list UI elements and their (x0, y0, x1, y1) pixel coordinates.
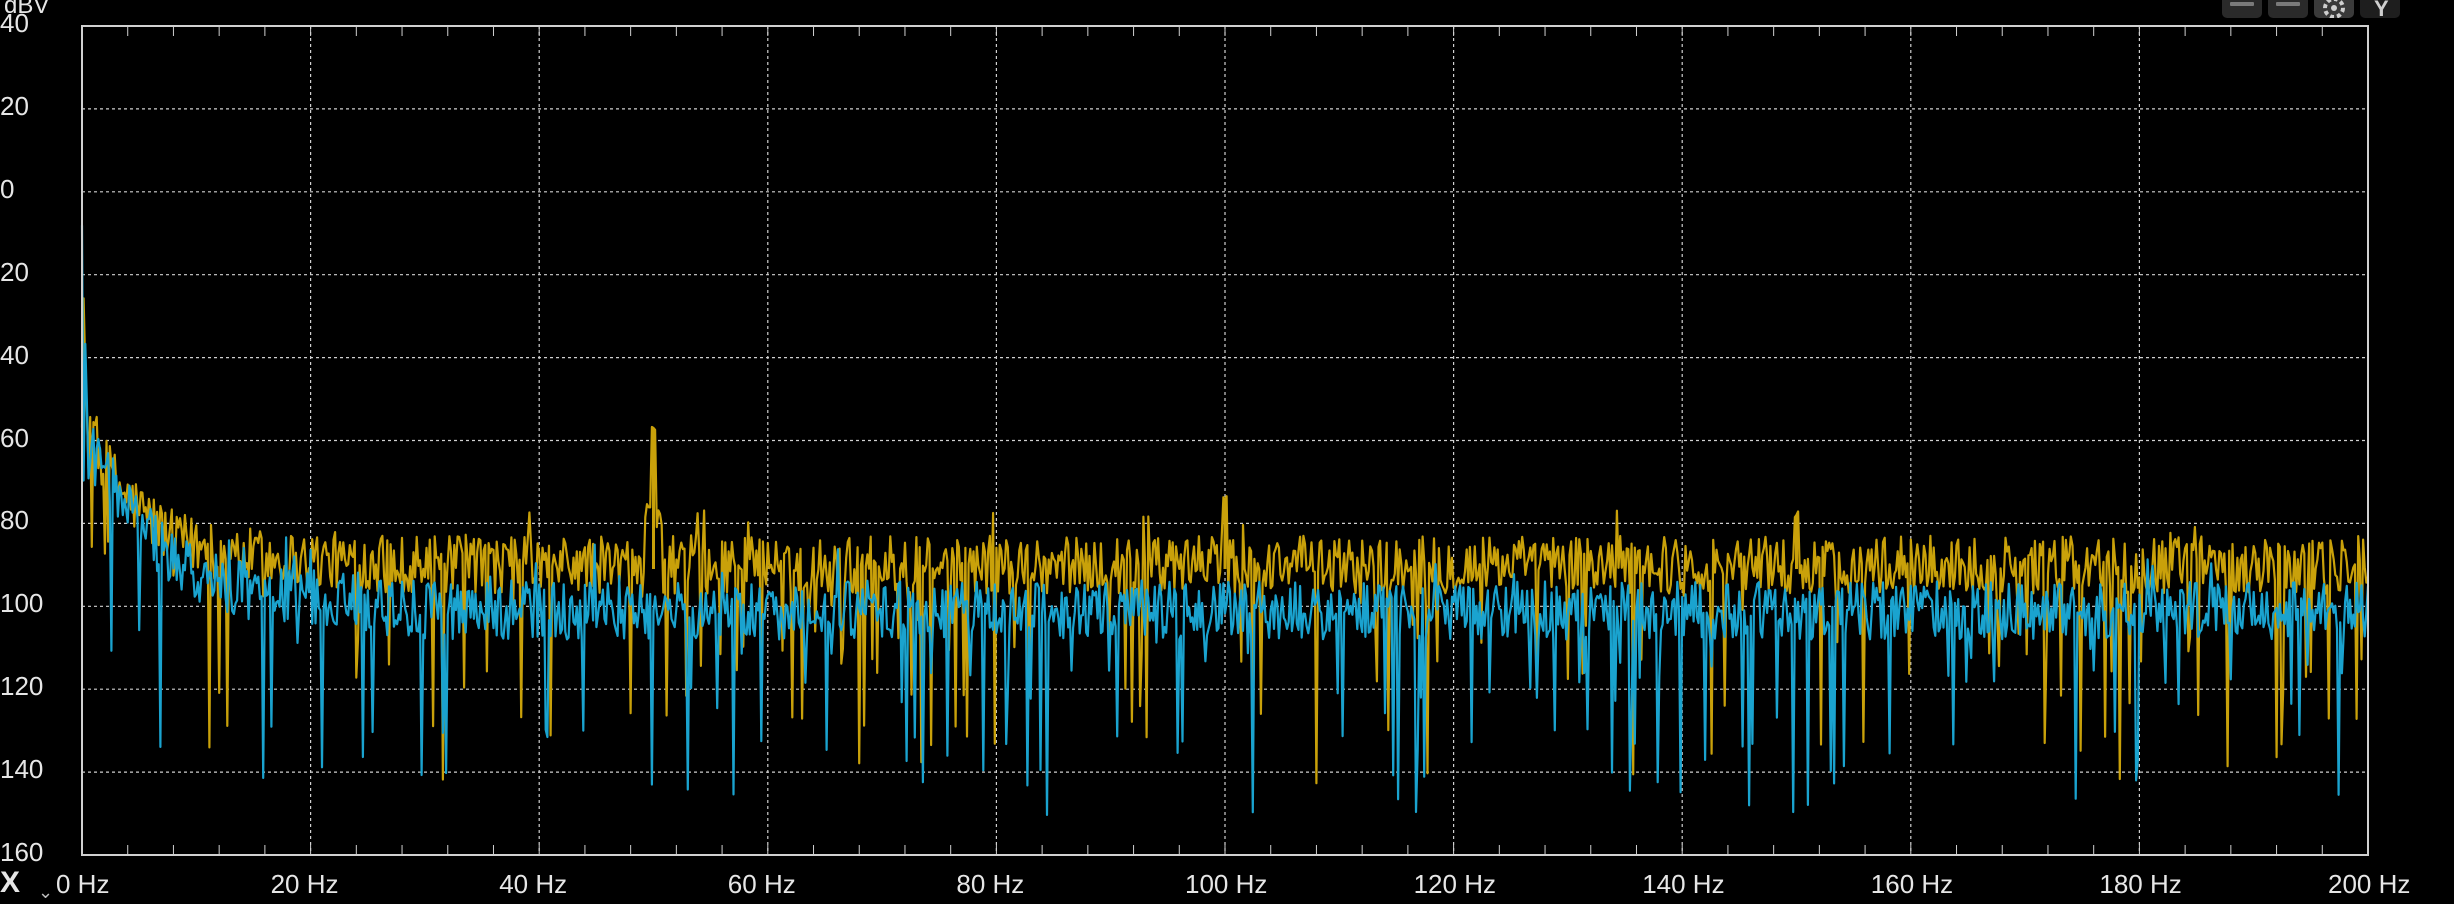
y-tick-label: 100 (0, 588, 44, 619)
x-axis-button[interactable]: X (0, 866, 21, 899)
y-tick-label: 120 (0, 671, 44, 702)
minimize-icon[interactable] (2222, 0, 2262, 18)
x-tick-label: 120 Hz (1413, 869, 1496, 899)
y-tick-label: 60 (0, 422, 29, 453)
y-tick-label: 140 (0, 754, 44, 785)
x-tick-label: 80 Hz (956, 869, 1025, 899)
x-tick-label: 200 Hz (2328, 869, 2411, 899)
traces (80, 225, 2370, 817)
y-tick-label: 80 (0, 505, 29, 536)
chevron-down-icon[interactable]: ⌄ (38, 882, 54, 902)
x-tick-label: 160 Hz (1870, 869, 1954, 899)
y-axis-unit: dBV (4, 0, 50, 19)
y-tick-label: 20 (0, 256, 29, 287)
x-tick-label: 140 Hz (1642, 869, 1725, 899)
minimize-icon[interactable] (2268, 0, 2308, 18)
x-tick-label: 20 Hz (270, 869, 339, 899)
x-tick-label: 100 Hz (1185, 869, 1268, 899)
y-tick-label: 20 (0, 90, 29, 121)
y-tick-label: 0 (0, 173, 15, 204)
filter-icon[interactable]: Y (2360, 0, 2400, 21)
filter-glyph: Y (2374, 0, 2389, 21)
series-line-2 (80, 225, 2370, 817)
y-tick-label: 160 (0, 837, 44, 867)
x-tick-label: 40 Hz (499, 869, 568, 899)
plot-frame (81, 25, 2369, 856)
y-tick-label: 40 (0, 8, 29, 38)
x-tick-label: 180 Hz (2099, 869, 2182, 899)
x-tick-label: 60 Hz (727, 869, 796, 899)
toolbar: Y (2222, 0, 2454, 21)
gear-icon[interactable] (2314, 0, 2354, 18)
x-tick-label: 0 Hz (56, 869, 110, 899)
side-panel: C S M C M C M (2430, 0, 2454, 904)
y-tick-label: 40 (0, 339, 29, 370)
